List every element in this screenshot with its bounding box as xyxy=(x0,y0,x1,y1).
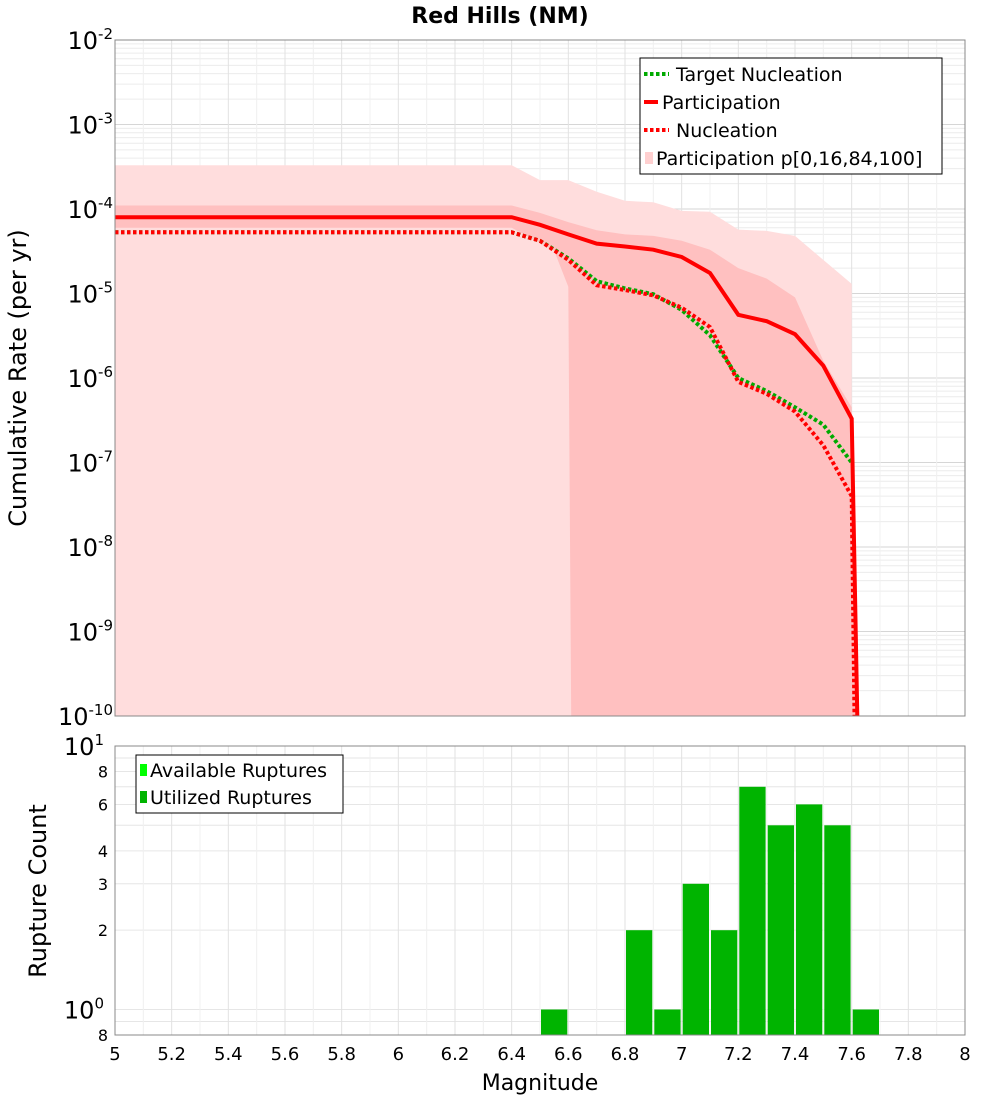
series-line-nucleation xyxy=(115,230,857,717)
legend-box xyxy=(135,754,344,814)
x-tick-label: 7.8 xyxy=(894,1044,923,1065)
legend-label: Nucleation xyxy=(676,120,778,142)
x-tick-label: 6.6 xyxy=(554,1044,583,1065)
x-tick-label: 7.6 xyxy=(837,1044,866,1065)
y-tick-label: 8 xyxy=(98,763,108,782)
y-tick-label: 10-8 xyxy=(67,532,113,562)
x-tick-label: 6.2 xyxy=(441,1044,470,1065)
y-tick-label: 10-6 xyxy=(67,363,113,393)
x-tick-label: 5.4 xyxy=(214,1044,243,1065)
y-tick-label: 10-4 xyxy=(67,194,113,224)
y-tick-label: 10-5 xyxy=(67,279,113,309)
top-plot-frame xyxy=(114,39,966,717)
legend-label: Target Nucleation xyxy=(675,64,843,86)
legend-label: Utilized Ruptures xyxy=(150,787,312,809)
x-tick-label: 7 xyxy=(676,1044,687,1065)
y-tick-label: 8 xyxy=(98,1026,108,1045)
x-tick-label: 7.2 xyxy=(724,1044,753,1065)
histogram-bar xyxy=(654,1009,681,1035)
legend-label: Participation xyxy=(662,92,781,114)
y-tick-label: 3 xyxy=(98,875,108,894)
histogram-bar xyxy=(852,1009,879,1035)
histogram-bar xyxy=(626,930,653,1035)
histogram-bar xyxy=(796,804,823,1035)
chart-title: Red Hills (NM) xyxy=(411,4,588,29)
y-tick-label: 10-10 xyxy=(58,701,113,731)
legend-swatch xyxy=(645,152,653,164)
y-tick-label: 10-3 xyxy=(67,110,113,140)
histogram-bar xyxy=(767,825,794,1035)
histogram-bar xyxy=(824,825,851,1035)
legend-swatch xyxy=(140,764,147,776)
y-tick-label: 4 xyxy=(98,842,108,861)
x-axis-label: Magnitude xyxy=(482,1071,599,1096)
y-tick-label: 10-9 xyxy=(67,617,113,647)
y-tick-label: 10-2 xyxy=(67,25,113,55)
legend-label: Participation p[0,16,84,100] xyxy=(656,148,922,170)
x-tick-label: 5 xyxy=(109,1044,120,1065)
y-tick-label: 10-7 xyxy=(67,448,113,478)
x-tick-label: 7.4 xyxy=(781,1044,810,1065)
y-decade-label: 101 xyxy=(64,731,104,761)
x-tick-label: 6.4 xyxy=(497,1044,526,1065)
x-tick-label: 6 xyxy=(393,1044,404,1065)
y-decade-label: 100 xyxy=(64,994,104,1024)
y-tick-label: 6 xyxy=(98,795,108,814)
x-tick-label: 5.8 xyxy=(327,1044,356,1065)
x-tick-label: 5.2 xyxy=(157,1044,186,1065)
legend-box xyxy=(639,57,943,175)
top-y-axis-label: Cumulative Rate (per yr) xyxy=(4,229,32,527)
x-tick-label: 5.6 xyxy=(271,1044,300,1065)
x-tick-label: 6.8 xyxy=(611,1044,640,1065)
histogram-bar xyxy=(739,786,766,1035)
series-line-participation xyxy=(115,215,860,717)
top-plot-area: 10-2 10-3 10-4 10-5 10-6 10-7 10-8 10-9 10-10 Tar… xyxy=(58,25,966,731)
participation-band-inner xyxy=(115,205,858,716)
histogram-bar xyxy=(711,930,738,1035)
top-legend: Target Nucleation Participation Nucleation… xyxy=(639,57,943,175)
histogram-bar xyxy=(541,1009,568,1035)
legend-swatch xyxy=(140,791,147,803)
x-tick-label: 8 xyxy=(959,1044,970,1065)
bottom-y-axis-label: Rupture Count xyxy=(24,804,52,978)
bottom-plot-frame xyxy=(114,745,966,1036)
legend-label: Available Ruptures xyxy=(150,760,327,782)
bottom-legend: Available Ruptures Utilized Ruptures xyxy=(135,754,344,814)
histogram-bar xyxy=(682,883,709,1035)
y-tick-label: 2 xyxy=(98,921,108,940)
